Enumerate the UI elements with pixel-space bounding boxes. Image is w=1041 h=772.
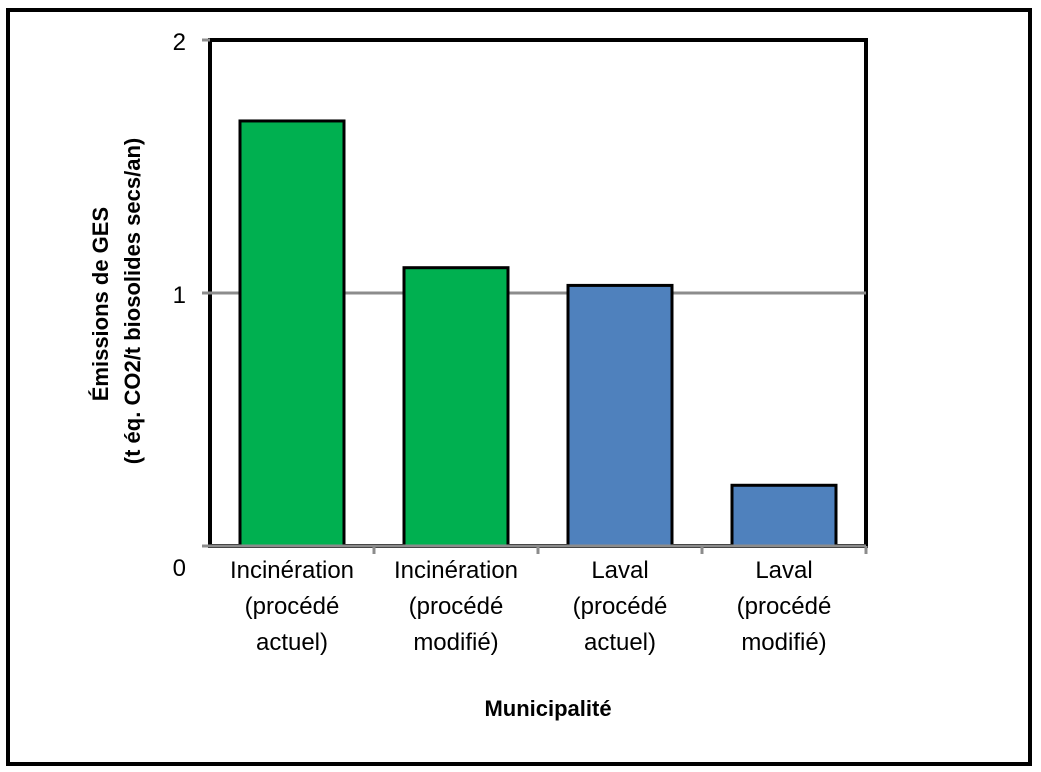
y-tick-label: 1: [173, 282, 186, 309]
y-axis-title-line-2: (t éq. CO2/t biosolides secs/an): [120, 138, 145, 464]
x-category-label: Laval (procédé actuel): [573, 557, 668, 656]
bar: [402, 266, 510, 548]
y-tick-label: 2: [173, 29, 186, 56]
bar: [730, 483, 838, 548]
y-tick-label: 0: [173, 555, 186, 582]
bar: [238, 119, 346, 548]
y-axis-title: Émissions de GES (t éq. CO2/t biosolides…: [88, 138, 145, 464]
x-category-label: Laval (procédé modifié): [737, 557, 832, 656]
x-category-label: Incinération (procédé actuel): [230, 557, 354, 656]
chart-frame: [6, 8, 1032, 766]
x-axis-title: Municipalité: [484, 696, 611, 721]
y-axis-title-line-1: Émissions de GES: [88, 207, 113, 401]
x-category-label: Incinération (procédé modifié): [394, 557, 518, 656]
bar: [566, 283, 674, 548]
